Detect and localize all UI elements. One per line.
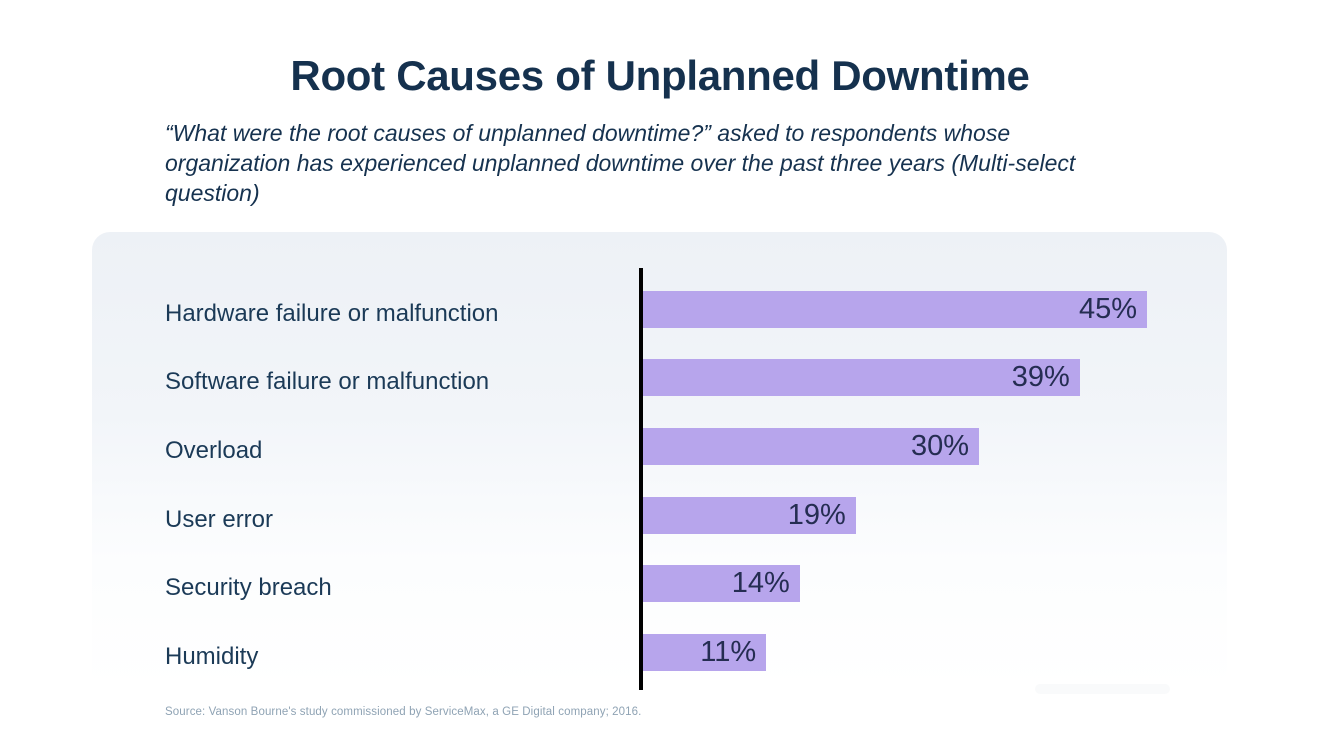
chart-row: User error 19%	[92, 481, 1227, 550]
category-label: Security breach	[165, 574, 332, 602]
value-label: 11%	[700, 635, 757, 668]
value-label: 14%	[731, 567, 790, 600]
category-label: Overload	[165, 436, 263, 464]
bar: 39%	[643, 359, 1080, 397]
value-label: 30%	[910, 429, 969, 462]
chart-row: Hardware failure or malfunction 45%	[92, 275, 1227, 344]
chart-row: Security breach 14%	[92, 549, 1227, 618]
watermark-remnant	[1035, 684, 1170, 694]
value-label: 39%	[1011, 361, 1070, 394]
bar: 45%	[643, 290, 1147, 328]
chart-row: Overload 30%	[92, 412, 1227, 481]
bar-track: 45%	[643, 290, 1227, 328]
bar-track: 14%	[643, 565, 1227, 603]
value-label: 45%	[1078, 292, 1137, 325]
bar: 30%	[643, 427, 979, 465]
chart-row: Software failure or malfunction 39%	[92, 344, 1227, 413]
bar: 14%	[643, 565, 800, 603]
bar-track: 30%	[643, 427, 1227, 465]
chart-subtitle: “What were the root causes of unplanned …	[165, 120, 1076, 206]
category-label: Software failure or malfunction	[165, 368, 490, 396]
bar-track: 11%	[643, 633, 1227, 671]
bar: 11%	[643, 633, 767, 671]
bar-chart-rows: Hardware failure or malfunction 45% Softwa…	[92, 268, 1227, 690]
category-label: User error	[165, 505, 274, 533]
bar-track: 19%	[643, 496, 1227, 534]
chart-panel: Hardware failure or malfunction 45% Softwa…	[92, 232, 1227, 690]
value-label: 19%	[787, 498, 846, 531]
category-label: Hardware failure or malfunction	[165, 299, 499, 327]
category-label: Humidity	[165, 642, 259, 670]
y-axis-line	[639, 268, 643, 690]
source-note: Source: Vanson Bourne's study commission…	[165, 706, 642, 718]
chart-row: Humidity 11%	[92, 618, 1227, 687]
bar: 19%	[643, 496, 856, 534]
bar-track: 39%	[643, 359, 1227, 397]
chart-title: Root Causes of Unplanned Downtime	[290, 52, 1030, 99]
